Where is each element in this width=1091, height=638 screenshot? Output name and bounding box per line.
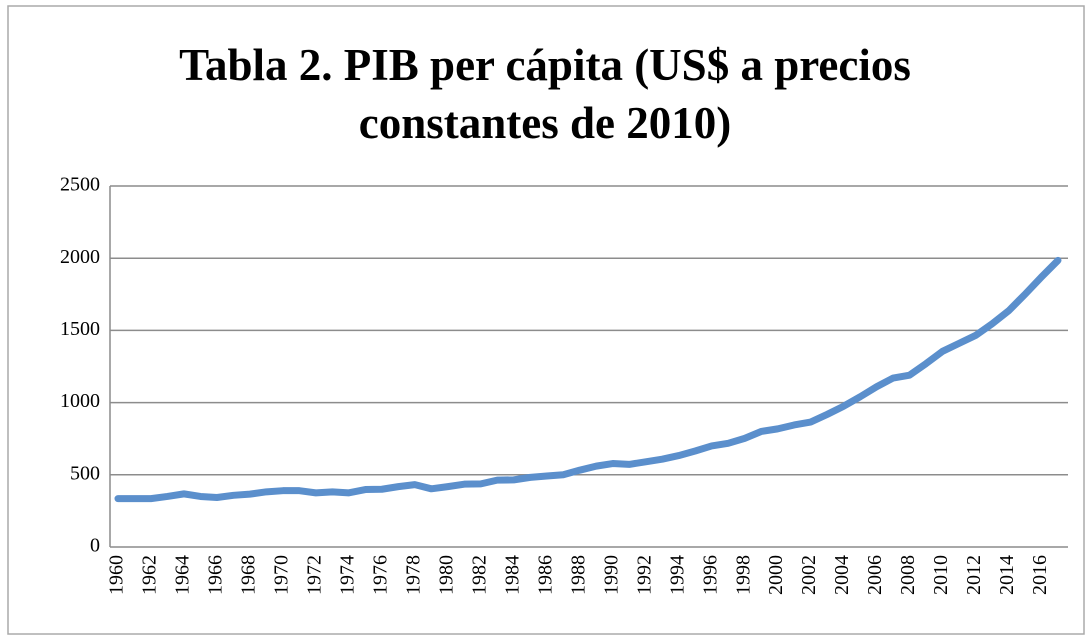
x-tick-label: 1970 [271,555,293,595]
x-tick-label: 1984 [501,555,523,595]
x-tick-label: 1996 [699,555,721,595]
y-tick-label: 0 [90,535,100,557]
x-tick-label: 1978 [402,555,424,595]
x-tick-label: 2014 [996,555,1018,595]
x-tick-label: 1966 [205,555,227,595]
x-tick-label: 2000 [765,555,787,595]
x-tick-label: 1982 [468,555,490,595]
x-tick-label: 1974 [336,555,358,595]
x-tick-label: 2010 [930,555,952,595]
x-tick-label: 1990 [600,555,622,595]
x-tick-label: 1986 [534,555,556,595]
x-tick-label: 2008 [897,555,919,595]
x-tick-label: 1980 [435,555,457,595]
y-tick-label: 1000 [60,390,100,412]
x-tick-label: 1964 [172,555,194,595]
x-tick-label: 1968 [238,555,260,595]
x-tick-label: 1998 [732,555,754,595]
x-tick-label: 1994 [666,555,688,595]
y-tick-label: 1500 [60,318,100,340]
x-tick-label: 1988 [567,555,589,595]
chart-title: Tabla 2. PIB per cápita (US$ a precios c… [179,40,911,148]
y-tick-label: 2000 [60,246,100,268]
data-line [114,256,1062,503]
x-tick-label: 1962 [139,555,161,595]
chart-frame [7,5,1085,635]
y-tick-label: 2500 [60,174,100,196]
x-tick-label: 2006 [864,555,886,595]
x-tick-label: 2004 [831,555,853,595]
x-tick-label: 1992 [633,555,655,595]
x-tick-label: 1972 [303,555,325,595]
x-tick-label: 2002 [798,555,820,595]
x-tick-label: 1960 [106,555,128,595]
x-tick-label: 2012 [963,555,985,595]
x-tick-label: 1976 [369,555,391,595]
y-tick-label: 500 [70,462,100,484]
x-tick-label: 2016 [1029,555,1051,595]
